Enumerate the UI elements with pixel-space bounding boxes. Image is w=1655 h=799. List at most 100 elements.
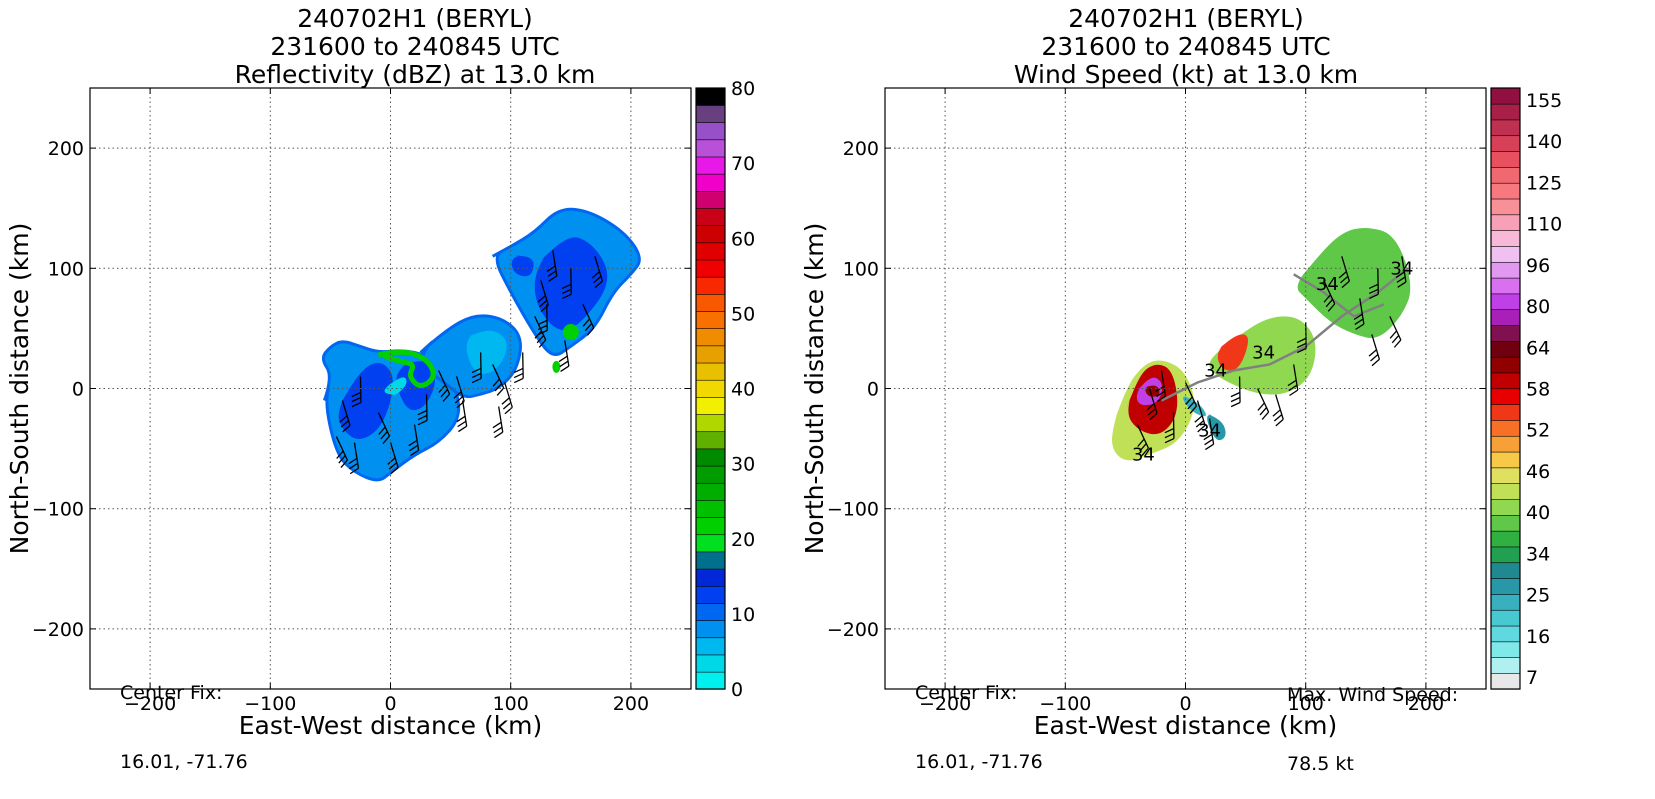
colorbar-swatch (696, 586, 725, 603)
colorbar-swatch (696, 277, 725, 294)
colorbar-swatch (696, 363, 725, 380)
colorbar-swatch (1491, 404, 1520, 420)
colorbar-tick-label: 0 (731, 679, 743, 701)
contour-label: 34 (1390, 258, 1413, 279)
colorbar-swatch (1491, 468, 1520, 484)
contour-label: 34 (1316, 274, 1339, 295)
colorbar-tick-label: 30 (731, 454, 755, 476)
colorbar-tick-label: 64 (1526, 337, 1550, 359)
colorbar-swatch (696, 672, 725, 689)
right-panel-title: 240702H1 (BERYL) 231600 to 240845 UTC Wi… (946, 5, 1426, 89)
right-title-line3: Wind Speed (kt) at 13.0 km (946, 61, 1426, 89)
colorbar-swatch (1491, 578, 1520, 594)
colorbar-swatch (1491, 531, 1520, 547)
colorbar-swatch (696, 466, 725, 483)
colorbar-tick-label: 46 (1526, 461, 1550, 483)
colorbar-swatch (696, 157, 725, 174)
colorbar-swatch (1491, 341, 1520, 357)
colorbar-tick-label: 34 (1526, 543, 1550, 565)
colorbar-swatch (1491, 373, 1520, 389)
colorbar-swatch (696, 552, 725, 569)
colorbar-tick-label: 110 (1526, 214, 1562, 236)
max-wind-speed-value: 78.5 kt (1287, 753, 1458, 776)
colorbar-swatch (696, 655, 725, 672)
colorbar-swatch (1491, 262, 1520, 278)
colorbar-swatch (1491, 483, 1520, 499)
left-title-line2: 231600 to 240845 UTC (175, 33, 655, 61)
colorbar-tick-label: 20 (731, 529, 755, 551)
colorbar-tick-label: 70 (731, 153, 755, 175)
left-title-line3: Reflectivity (dBZ) at 13.0 km (175, 61, 655, 89)
colorbar-tick-label: 60 (731, 228, 755, 250)
colorbar-swatch (696, 380, 725, 397)
colorbar-swatch (696, 483, 725, 500)
colorbar-swatch (696, 569, 725, 586)
colorbar-swatch (1491, 167, 1520, 183)
colorbar-tick-label: 40 (1526, 502, 1550, 524)
colorbar-tick-label: 7 (1526, 667, 1538, 689)
colorbar-swatch (696, 603, 725, 620)
colorbar-swatch (1491, 515, 1520, 531)
colorbar-tick-label: 80 (1526, 296, 1550, 318)
colorbar-swatch (1491, 357, 1520, 373)
contour-label: 34 (1198, 421, 1221, 442)
colorbar-swatch (696, 500, 725, 517)
colorbar-swatch (1491, 120, 1520, 136)
left-center-fix-label: Center Fix: (120, 682, 248, 705)
y-axis-label: North-South distance (km) (5, 223, 34, 555)
y-tick-label: −200 (32, 619, 84, 641)
colorbar-tick-label: 125 (1526, 172, 1562, 194)
colorbar-swatch (696, 294, 725, 311)
colorbar-swatch (696, 534, 725, 551)
colorbar-tick-label: 52 (1526, 420, 1550, 442)
right-center-fix: Center Fix: 16.01, -71.76 (915, 636, 1043, 797)
y-tick-label: −100 (32, 499, 84, 521)
colorbar-swatch (1491, 436, 1520, 452)
colorbar-swatch (696, 637, 725, 654)
right-center-fix-label: Center Fix: (915, 682, 1043, 705)
colorbar-swatch (696, 620, 725, 637)
y-tick-label: 200 (843, 138, 879, 160)
y-tick-label: 100 (48, 258, 84, 280)
colorbar-tick-label: 96 (1526, 255, 1550, 277)
colorbar-swatch (1491, 183, 1520, 199)
colorbar-swatch (696, 431, 725, 448)
colorbar-tick-label: 25 (1526, 585, 1550, 607)
colorbar-tick-label: 155 (1526, 90, 1562, 112)
colorbar-swatch (696, 414, 725, 431)
colorbar-swatch (1491, 499, 1520, 515)
y-tick-label: 0 (867, 379, 879, 401)
colorbar-tick-label: 16 (1526, 626, 1550, 648)
colorbar-swatch (1491, 562, 1520, 578)
y-tick-label: 0 (72, 379, 84, 401)
colorbar-swatch (696, 311, 725, 328)
colorbar-swatch (696, 122, 725, 139)
colorbar-tick-label: 140 (1526, 131, 1562, 153)
colorbar-swatch (1491, 325, 1520, 341)
colorbar-tick-label: 50 (731, 303, 755, 325)
x-tick-label: 200 (613, 693, 649, 715)
y-tick-label: 200 (48, 138, 84, 160)
y-axis-label: North-South distance (km) (800, 223, 829, 555)
right-center-fix-value: 16.01, -71.76 (915, 751, 1043, 774)
colorbar-tick-label: 40 (731, 379, 755, 401)
colorbar-tick-label: 10 (731, 604, 755, 626)
colorbar-swatch (696, 174, 725, 191)
colorbar-swatch (1491, 420, 1520, 436)
colorbar-swatch (696, 517, 725, 534)
colorbar-swatch (696, 449, 725, 466)
colorbar-swatch (1491, 215, 1520, 231)
right-title-line1: 240702H1 (BERYL) (946, 5, 1426, 33)
colorbar-swatch (1491, 389, 1520, 405)
colorbar-swatch (1491, 230, 1520, 246)
colorbar-swatch (696, 208, 725, 225)
colorbar-swatch (696, 397, 725, 414)
colorbar-swatch (696, 105, 725, 122)
x-axis-label: East-West distance (km) (239, 711, 543, 740)
colorbar-swatch (1491, 594, 1520, 610)
colorbar-swatch (1491, 246, 1520, 262)
colorbar-swatch (1491, 547, 1520, 563)
colorbar-swatch (1491, 673, 1520, 689)
colorbar-swatch (1491, 452, 1520, 468)
